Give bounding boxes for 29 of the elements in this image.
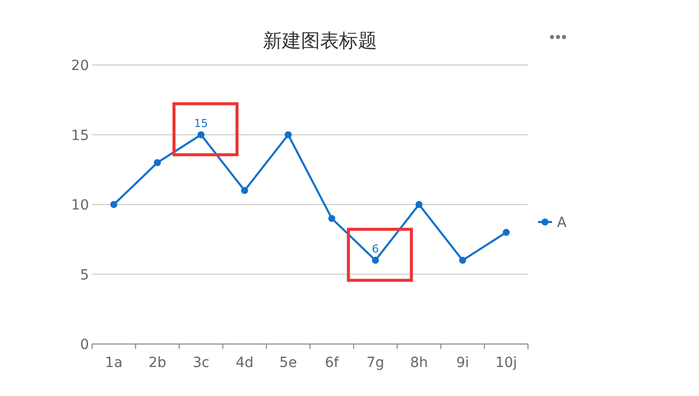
y-tick-label: 0 [80, 337, 89, 353]
y-tick-label: 15 [71, 128, 89, 144]
point [328, 214, 336, 222]
y-tick-label: 20 [71, 58, 89, 74]
point [198, 131, 204, 138]
x-tick-label: 9i [456, 355, 469, 371]
legend-label: A [557, 215, 567, 231]
point [459, 256, 466, 264]
point [154, 159, 161, 166]
x-tick-label: 6f [324, 355, 340, 371]
data-label: 6 [372, 242, 379, 256]
point [416, 201, 422, 208]
x-tick-label: 2b [148, 355, 166, 371]
x-tick-label: 4d [236, 355, 254, 371]
point [110, 201, 118, 208]
point [241, 187, 248, 194]
x-tick-label: 1a [105, 355, 123, 371]
point [372, 256, 379, 264]
x-tick-label: 10j [495, 355, 518, 371]
x-tick-label: 3c [192, 355, 210, 371]
point [284, 131, 292, 138]
y-tick-label: 5 [80, 267, 89, 284]
chart-title: 新建图表标题 [263, 30, 377, 52]
y-tick-label: 10 [71, 198, 89, 214]
x-tick-label: 5e [279, 355, 297, 371]
x-tick-label: 7g [366, 355, 384, 371]
x-tick-label: 8h [410, 355, 428, 371]
data-label: 15 [194, 116, 208, 130]
point [502, 228, 510, 236]
